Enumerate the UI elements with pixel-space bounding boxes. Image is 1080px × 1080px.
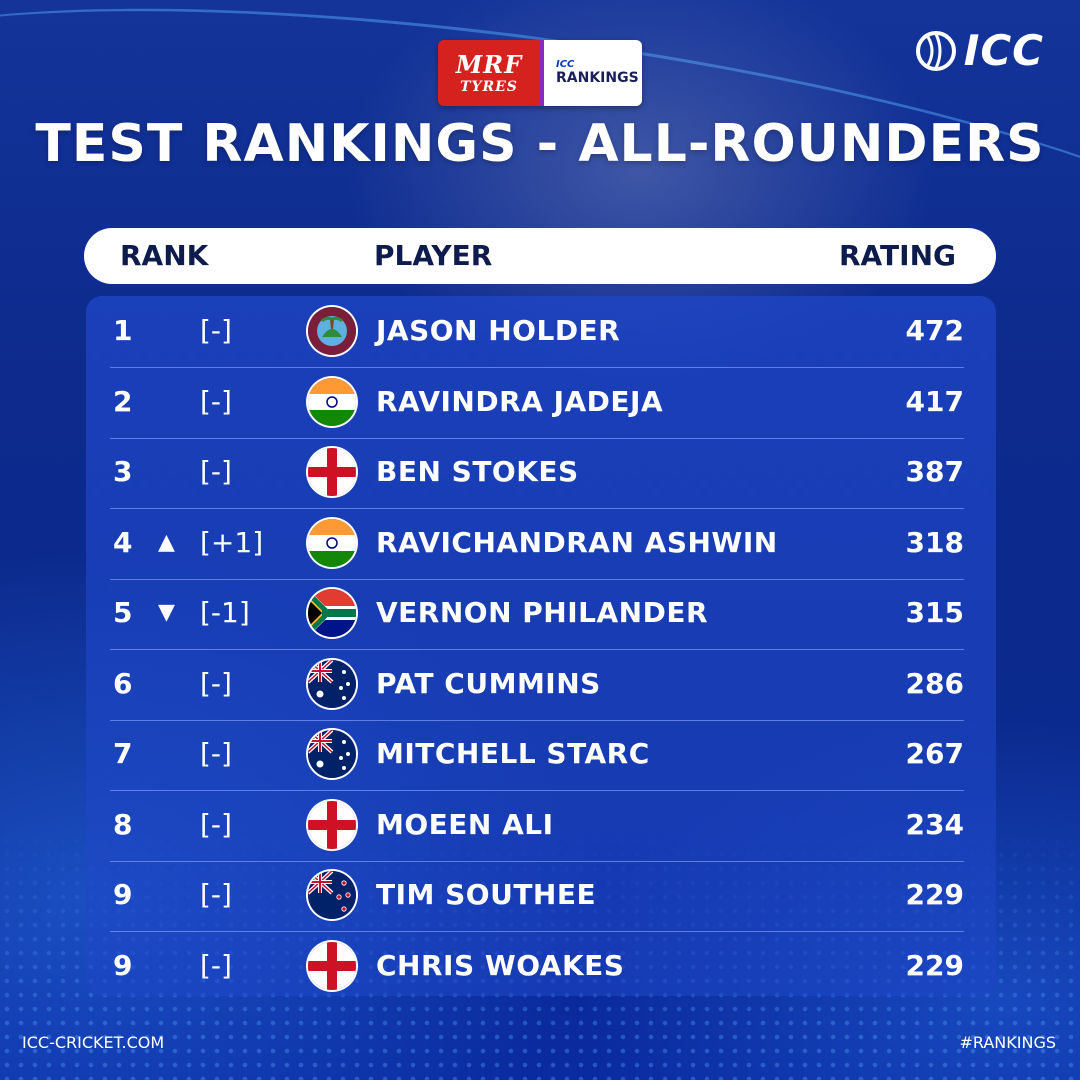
player-rating: 318 bbox=[905, 525, 964, 559]
header-player: PLAYER bbox=[374, 239, 493, 272]
rank-number: 9 bbox=[113, 948, 133, 982]
sponsor-badge: MRF TYRES ICC RANKINGS bbox=[438, 40, 642, 106]
rankings-label: RANKINGS bbox=[556, 69, 639, 86]
table-row: 9 [-] CHRIS WOAKES 229 bbox=[110, 932, 964, 1002]
icc-logo: ICC bbox=[914, 26, 1044, 75]
player-name: MOEEN ALI bbox=[376, 807, 554, 841]
table-row: 5 ▼ [-1] VERNON PHILANDER 315 bbox=[110, 579, 964, 650]
player-name: VERNON PHILANDER bbox=[376, 596, 709, 629]
table-row: 1 [-] JASON HOLDER 472 bbox=[110, 297, 964, 368]
rank-movement: [-] bbox=[200, 666, 232, 700]
player-rating: 229 bbox=[905, 878, 964, 911]
player-name: CHRIS WOAKES bbox=[376, 948, 625, 982]
player-name: TIM SOUTHEE bbox=[376, 878, 597, 911]
player-rating: 234 bbox=[905, 807, 964, 841]
player-name: JASON HOLDER bbox=[376, 314, 621, 347]
rankings-table bbox=[86, 296, 996, 996]
new-zealand-flag-icon bbox=[308, 871, 356, 919]
player-rating: 286 bbox=[905, 666, 964, 700]
rank-number: 2 bbox=[113, 384, 133, 418]
rank-number: 5 bbox=[113, 596, 133, 629]
south-africa-flag-icon bbox=[308, 589, 356, 637]
player-rating: 229 bbox=[905, 948, 964, 982]
up-arrow-icon: ▲ bbox=[158, 529, 175, 555]
england-flag-icon bbox=[308, 448, 356, 496]
india-flag-icon bbox=[308, 518, 356, 567]
rank-number: 6 bbox=[113, 666, 133, 700]
rank-number: 3 bbox=[113, 455, 133, 488]
icc-small-label: ICC bbox=[556, 59, 575, 71]
icc-logo-text: ICC bbox=[963, 26, 1044, 75]
table-row: 2 [-] RAVINDRA JADEJA 417 bbox=[110, 368, 964, 439]
rank-number: 1 bbox=[113, 314, 133, 347]
table-row: 3 [-] BEN STOKES 387 bbox=[110, 438, 964, 509]
rank-number: 8 bbox=[113, 807, 133, 841]
rank-movement: [-] bbox=[200, 455, 232, 488]
player-rating: 417 bbox=[905, 384, 964, 418]
england-flag-icon bbox=[308, 941, 356, 990]
rank-movement: [+1] bbox=[200, 525, 264, 559]
england-flag-icon bbox=[308, 800, 356, 849]
west-indies-flag-icon bbox=[308, 307, 356, 355]
icc-ball-icon bbox=[915, 30, 956, 71]
rank-movement: [-] bbox=[200, 737, 232, 770]
table-row: 8 [-] MOEEN ALI 234 bbox=[110, 791, 964, 862]
rank-movement: [-] bbox=[200, 807, 232, 841]
footer-hashtag: #RANKINGS bbox=[959, 1033, 1056, 1052]
table-row: 9 [-] TIM SOUTHEE 229 bbox=[110, 861, 964, 932]
rank-number: 7 bbox=[113, 737, 133, 770]
rank-movement: [-] bbox=[200, 384, 232, 418]
player-rating: 472 bbox=[905, 314, 964, 347]
australia-flag-icon bbox=[308, 730, 356, 778]
india-flag-icon bbox=[308, 377, 356, 426]
rank-movement: [-] bbox=[200, 878, 232, 911]
header-rating: RATING bbox=[839, 239, 956, 272]
table-row: 6 [-] PAT CUMMINS 286 bbox=[110, 650, 964, 721]
rank-movement: [-] bbox=[200, 948, 232, 982]
mrf-logo: MRF TYRES bbox=[438, 40, 540, 106]
table-header: RANK PLAYER RATING bbox=[84, 228, 996, 284]
header-rank: RANK bbox=[120, 239, 209, 272]
player-name: RAVINDRA JADEJA bbox=[376, 384, 664, 418]
mrf-tyres: TYRES bbox=[460, 78, 518, 95]
player-rating: 315 bbox=[905, 596, 964, 629]
rank-movement: [-1] bbox=[200, 596, 250, 629]
player-name: PAT CUMMINS bbox=[376, 666, 601, 700]
rank-number: 4 bbox=[113, 525, 133, 559]
mrf-brand: MRF bbox=[455, 49, 523, 79]
player-rating: 387 bbox=[905, 455, 964, 488]
player-name: BEN STOKES bbox=[376, 455, 579, 488]
player-rating: 267 bbox=[905, 737, 964, 770]
table-row: 7 [-] MITCHELL STARC 267 bbox=[110, 720, 964, 791]
player-name: RAVICHANDRAN ASHWIN bbox=[376, 525, 778, 559]
rank-number: 9 bbox=[113, 878, 133, 911]
rank-movement: [-] bbox=[200, 314, 232, 347]
australia-flag-icon bbox=[308, 659, 356, 708]
footer-website: ICC-CRICKET.COM bbox=[22, 1033, 165, 1052]
down-arrow-icon: ▼ bbox=[158, 600, 175, 625]
player-name: MITCHELL STARC bbox=[376, 737, 650, 770]
page-title: TEST RANKINGS - ALL-ROUNDERS bbox=[35, 114, 1045, 174]
icc-rankings-tag: ICC RANKINGS bbox=[540, 40, 642, 106]
table-row: 4 ▲ [+1] RAVICHANDRAN ASHWIN 318 bbox=[110, 509, 964, 580]
